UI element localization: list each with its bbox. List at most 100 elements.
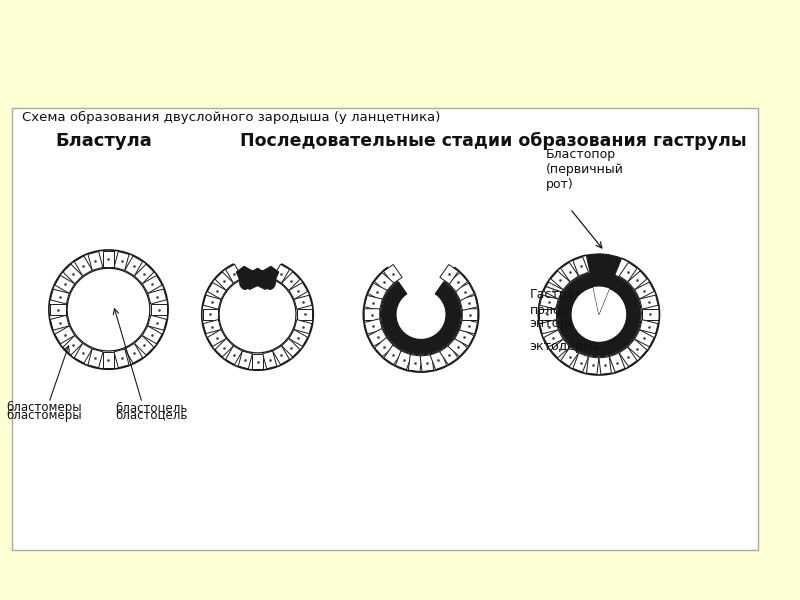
Bar — [619, 347, 637, 367]
Bar — [368, 328, 387, 346]
Bar — [544, 282, 563, 299]
Wedge shape — [593, 287, 610, 314]
Bar — [50, 315, 69, 330]
Bar — [226, 264, 242, 283]
Bar — [238, 351, 252, 369]
Bar — [142, 275, 162, 293]
Bar — [207, 329, 226, 346]
Bar — [430, 351, 446, 370]
Bar — [215, 338, 234, 357]
Bar — [50, 304, 66, 315]
Circle shape — [219, 276, 296, 353]
Bar — [365, 319, 382, 334]
Bar — [619, 262, 637, 282]
Bar — [125, 256, 142, 276]
Bar — [134, 264, 154, 284]
Wedge shape — [586, 254, 622, 314]
Bar — [114, 349, 129, 368]
Bar — [374, 337, 394, 356]
Bar — [215, 272, 234, 290]
Bar — [586, 357, 599, 374]
Bar — [408, 355, 422, 371]
Circle shape — [572, 287, 626, 341]
Circle shape — [397, 290, 445, 338]
FancyBboxPatch shape — [12, 107, 758, 550]
Bar — [103, 251, 114, 268]
Bar — [282, 338, 300, 357]
Bar — [642, 309, 658, 320]
Bar — [634, 330, 654, 347]
Bar — [226, 346, 242, 365]
Bar — [573, 257, 589, 276]
Bar — [383, 265, 402, 284]
Bar — [628, 271, 647, 290]
Bar — [610, 353, 625, 372]
Bar — [364, 295, 382, 310]
Text: бластомеры: бластомеры — [6, 409, 82, 422]
Text: Бластула: Бластула — [55, 132, 152, 150]
Ellipse shape — [244, 270, 271, 286]
Bar — [540, 320, 558, 334]
Bar — [550, 271, 570, 290]
Bar — [50, 289, 69, 304]
Bar — [63, 335, 82, 355]
Bar — [634, 282, 654, 299]
Bar — [540, 295, 558, 309]
Bar — [374, 272, 394, 292]
Bar — [294, 320, 312, 334]
Bar — [273, 346, 290, 365]
Bar — [63, 264, 82, 284]
Bar — [599, 357, 611, 374]
Bar — [88, 349, 103, 368]
Text: бластоцель: бластоцель — [115, 401, 188, 414]
Text: бластомеры: бластомеры — [6, 401, 82, 414]
Bar — [114, 251, 129, 270]
Circle shape — [67, 268, 150, 351]
Bar — [448, 272, 468, 292]
Bar — [640, 320, 658, 334]
Bar — [544, 330, 563, 347]
Polygon shape — [558, 274, 640, 356]
Bar — [462, 309, 478, 320]
Bar — [134, 335, 154, 355]
Bar — [448, 337, 467, 356]
Bar — [364, 309, 380, 320]
Bar — [103, 352, 114, 368]
Ellipse shape — [239, 272, 250, 289]
Polygon shape — [236, 266, 278, 289]
Bar — [74, 256, 92, 276]
Bar — [460, 295, 478, 310]
Bar — [262, 351, 277, 369]
Bar — [55, 275, 74, 293]
Bar — [252, 354, 262, 370]
Bar — [459, 319, 478, 334]
Bar — [550, 339, 570, 358]
Bar — [273, 264, 290, 283]
Bar — [384, 345, 402, 365]
Bar — [573, 353, 589, 372]
Bar — [439, 345, 458, 365]
Bar — [628, 339, 647, 358]
Bar — [289, 329, 308, 346]
Text: Бластопор
(первичный
рот): Бластопор (первичный рот) — [546, 148, 624, 191]
Bar — [203, 320, 221, 334]
Polygon shape — [382, 282, 461, 354]
Text: Гастральная
полость: Гастральная полость — [530, 289, 614, 317]
Text: энтодерма: энтодерма — [530, 317, 602, 331]
Bar — [74, 343, 92, 363]
Bar — [203, 295, 221, 309]
Bar — [88, 251, 103, 270]
Text: бластоцель: бластоцель — [115, 409, 188, 422]
Text: Схема образования двуслойного зародыша (у ланцетника): Схема образования двуслойного зародыша (… — [22, 110, 440, 124]
Bar — [420, 355, 434, 371]
Bar — [148, 289, 166, 304]
Ellipse shape — [264, 272, 276, 289]
Text: Последовательные стадии образования гаструлы: Последовательные стадии образования гаст… — [240, 132, 746, 150]
Bar — [395, 351, 412, 370]
Bar — [455, 283, 474, 301]
Bar — [202, 309, 218, 320]
Bar — [55, 326, 74, 344]
Bar — [142, 326, 162, 344]
Bar — [207, 283, 226, 299]
Bar — [294, 295, 312, 309]
